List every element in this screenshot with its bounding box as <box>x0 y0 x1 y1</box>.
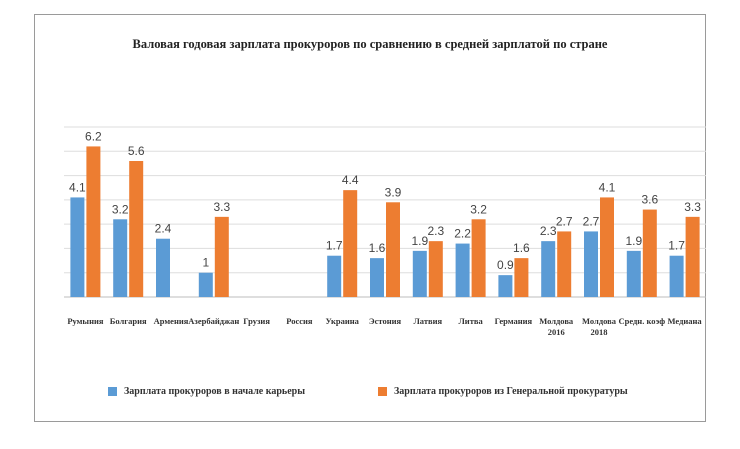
legend-item-start-career: Зарплата прокуроров в начале карьеры <box>108 386 305 397</box>
legend-swatch-orange <box>378 387 387 396</box>
legend-item-general-prosecutor: Зарплата прокуроров из Генеральной проку… <box>378 386 628 397</box>
bar-start-career <box>198 272 213 297</box>
data-label: 2.7 <box>583 214 600 228</box>
category-label: 2016 <box>548 327 565 337</box>
bar-start-career <box>584 231 598 297</box>
data-label: 3.9 <box>385 185 402 199</box>
chart-title: Валовая годовая зарплата прокуроров по с… <box>132 37 608 51</box>
data-label: 1.9 <box>625 234 642 248</box>
data-label: 3.6 <box>641 193 658 207</box>
category-label: Армения <box>154 316 189 326</box>
category-label: Грузия <box>243 316 270 326</box>
data-label: 4.1 <box>69 180 86 194</box>
legend-swatch-blue <box>108 387 117 396</box>
category-label: Эстония <box>369 316 402 326</box>
data-label: 1.6 <box>513 241 530 255</box>
bar-general-prosecutor <box>600 197 614 297</box>
category-label: Болгария <box>110 316 147 326</box>
data-label: 1.7 <box>668 239 685 253</box>
bar-general-prosecutor <box>129 161 144 297</box>
bar-start-career <box>412 250 427 297</box>
bar-start-career <box>669 255 684 297</box>
data-label: 2.3 <box>427 224 444 238</box>
bar-general-prosecutor <box>428 241 443 297</box>
category-label: Россия <box>286 316 313 326</box>
category-label: 2018 <box>591 327 608 337</box>
data-label: 6.2 <box>85 129 102 143</box>
category-label: Молдова <box>582 316 617 326</box>
data-label: 2.3 <box>540 224 557 238</box>
chart-frame <box>34 14 706 422</box>
data-label: 4.1 <box>599 180 616 194</box>
bar-general-prosecutor <box>471 219 486 297</box>
data-label: 3.3 <box>684 200 701 214</box>
data-label: 1.6 <box>369 241 386 255</box>
category-label: Украина <box>325 316 359 326</box>
data-label: 3.2 <box>112 202 129 216</box>
bar-general-prosecutor <box>214 216 229 297</box>
bar-start-career <box>70 197 85 297</box>
data-label: 2.2 <box>454 227 471 241</box>
data-label: 1.7 <box>326 239 343 253</box>
bar-start-career <box>370 258 384 297</box>
bar-start-career <box>455 243 470 297</box>
data-label: 4.4 <box>342 173 359 187</box>
data-label: 5.6 <box>128 144 145 158</box>
bar-start-career <box>498 275 513 297</box>
data-label: 0.9 <box>497 258 514 272</box>
data-label: 2.4 <box>155 222 172 236</box>
category-label: Азербайджан <box>188 316 239 326</box>
bar-general-prosecutor <box>642 209 657 297</box>
data-label: 3.3 <box>213 200 230 214</box>
bar-general-prosecutor <box>343 190 358 297</box>
bar-general-prosecutor <box>86 146 101 297</box>
bar-general-prosecutor <box>557 231 572 297</box>
bar-start-career <box>113 219 128 297</box>
category-label: Молдова <box>539 316 574 326</box>
category-label: Латвия <box>413 316 442 326</box>
category-label: Румыния <box>67 316 104 326</box>
category-label: Средн. коэф <box>618 316 665 326</box>
category-label: Медиана <box>668 316 703 326</box>
legend-label-general-prosecutor: Зарплата прокуроров из Генеральной проку… <box>394 386 628 397</box>
data-label: 3.2 <box>470 202 487 216</box>
bar-start-career <box>156 238 170 297</box>
bar-start-career <box>626 250 641 297</box>
category-label: Литва <box>458 316 483 326</box>
bar-general-prosecutor <box>685 216 700 297</box>
legend-label-start-career: Зарплата прокуроров в начале карьеры <box>124 386 306 397</box>
bar-start-career <box>327 255 342 297</box>
category-label: Германия <box>495 316 533 326</box>
bar-start-career <box>541 241 556 297</box>
data-label: 2.7 <box>556 214 573 228</box>
data-label: 1 <box>202 256 209 270</box>
data-label: 1.9 <box>411 234 428 248</box>
bar-general-prosecutor <box>386 202 400 297</box>
bar-general-prosecutor <box>514 258 529 297</box>
